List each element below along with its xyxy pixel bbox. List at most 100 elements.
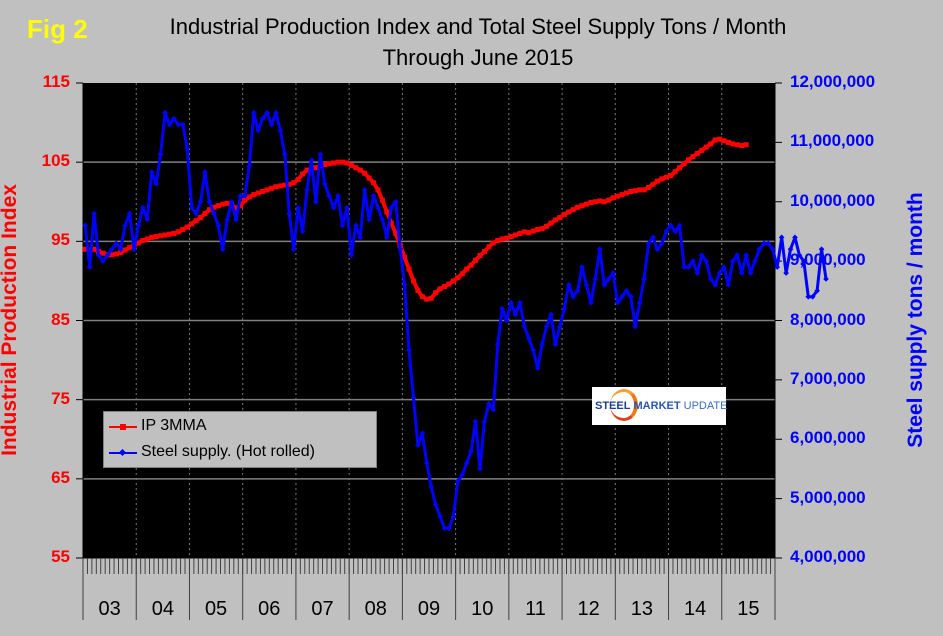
data-point-steel-supply <box>273 109 279 116</box>
data-point-ip-3mma <box>681 161 687 167</box>
data-point-ip-3mma <box>140 238 146 244</box>
data-point-ip-3mma <box>153 234 159 240</box>
data-point-steel-supply <box>379 216 386 223</box>
data-point-ip-3mma <box>646 185 652 190</box>
data-point-ip-3mma <box>499 236 505 242</box>
data-point-ip-3mma <box>419 294 425 300</box>
data-point-ip-3mma <box>530 228 536 234</box>
data-point-steel-supply <box>707 276 714 282</box>
data-point-ip-3mma <box>730 141 736 147</box>
data-point-steel-supply <box>250 109 257 116</box>
data-point-ip-3mma <box>433 290 439 296</box>
y-left-tick-label: 75 <box>51 388 70 408</box>
data-point-steel-supply <box>503 317 510 324</box>
data-point-steel-supply <box>330 204 337 211</box>
data-point-steel-supply <box>366 216 372 223</box>
data-point-ip-3mma <box>127 245 133 251</box>
data-point-steel-supply <box>175 121 182 128</box>
x-tick-label: 11 <box>525 598 546 620</box>
data-point-steel-supply <box>197 198 204 205</box>
y-left-tick-label: 85 <box>51 309 70 329</box>
data-point-steel-supply <box>628 293 634 300</box>
data-point-steel-supply <box>814 287 820 294</box>
chart-title: Industrial Production Index and Total St… <box>169 14 787 39</box>
data-point-steel-supply <box>517 299 523 306</box>
data-point-steel-supply <box>774 264 781 270</box>
data-point-steel-supply <box>601 282 608 288</box>
data-point-steel-supply <box>206 198 213 205</box>
data-point-ip-3mma <box>237 203 243 209</box>
data-point-ip-3mma <box>255 190 261 196</box>
data-point-steel-supply <box>122 222 128 229</box>
data-point-ip-3mma <box>82 246 88 252</box>
data-point-ip-3mma <box>606 197 612 203</box>
data-point-ip-3mma <box>570 207 576 213</box>
data-point-steel-supply <box>721 264 727 270</box>
data-point-ip-3mma <box>628 188 634 194</box>
x-tick-label: 08 <box>364 598 387 620</box>
data-point-steel-supply <box>242 192 248 199</box>
data-point-ip-3mma <box>224 200 230 206</box>
data-point-steel-supply <box>694 270 701 276</box>
data-point-steel-supply <box>286 210 293 217</box>
data-point-steel-supply <box>171 115 177 122</box>
data-point-ip-3mma <box>495 238 501 244</box>
data-point-steel-supply <box>792 234 798 241</box>
data-point-steel-supply <box>299 228 306 235</box>
data-point-steel-supply <box>494 341 501 348</box>
y-right-tick-label: 8,000,000 <box>790 309 866 329</box>
data-point-steel-supply <box>446 525 452 532</box>
data-point-steel-supply <box>179 121 186 128</box>
data-point-ip-3mma <box>654 178 660 184</box>
legend: IP 3MMA Steel supply. (Hot rolled) <box>103 411 377 468</box>
data-point-steel-supply <box>783 270 789 276</box>
data-point-steel-supply <box>384 234 390 241</box>
data-point-ip-3mma <box>615 193 621 199</box>
x-tick-label: 04 <box>151 598 174 620</box>
data-point-ip-3mma <box>442 283 448 289</box>
data-point-ip-3mma <box>353 165 359 171</box>
legend-label-steel: Steel supply. (Hot rolled) <box>141 443 315 460</box>
data-point-steel-supply <box>135 222 142 229</box>
data-point-steel-supply <box>423 460 430 466</box>
data-point-ip-3mma <box>544 223 550 229</box>
logo-text: STEEL MARKET UPDATE <box>595 400 728 412</box>
data-point-steel-supply <box>685 264 692 270</box>
data-point-steel-supply <box>91 210 97 217</box>
data-point-ip-3mma <box>286 181 292 187</box>
y-right-tick-label: 11,000,000 <box>790 131 875 151</box>
data-point-steel-supply <box>765 240 772 247</box>
data-point-ip-3mma <box>552 217 558 223</box>
x-tick-label: 10 <box>471 598 494 620</box>
data-point-ip-3mma <box>300 171 306 177</box>
data-point-steel-supply <box>650 234 656 241</box>
data-point-steel-supply <box>193 210 199 217</box>
data-point-ip-3mma <box>158 233 164 239</box>
data-point-ip-3mma <box>167 231 172 237</box>
data-point-steel-supply <box>455 477 461 484</box>
y-right-tick-label: 7,000,000 <box>790 368 866 388</box>
data-point-steel-supply <box>153 181 160 187</box>
x-tick-label: 05 <box>204 598 228 620</box>
data-point-ip-3mma <box>344 160 350 166</box>
data-point-steel-supply <box>734 252 741 259</box>
data-point-ip-3mma <box>393 230 399 236</box>
data-point-ip-3mma <box>282 182 288 188</box>
x-tick-label: 06 <box>258 598 281 620</box>
data-point-steel-supply <box>570 293 576 300</box>
data-point-steel-supply <box>525 335 532 342</box>
x-tick-label: 03 <box>98 598 121 620</box>
data-point-steel-supply <box>246 163 253 169</box>
legend-label-ip: IP 3MMA <box>141 417 207 434</box>
data-point-steel-supply <box>157 151 164 158</box>
data-point-steel-supply <box>215 222 222 229</box>
data-point-ip-3mma <box>459 271 465 277</box>
data-point-steel-supply <box>437 513 443 520</box>
data-point-steel-supply <box>277 127 284 134</box>
figure-label: Fig 2 <box>27 14 88 44</box>
data-point-ip-3mma <box>264 187 270 193</box>
data-point-steel-supply <box>654 246 661 253</box>
data-point-ip-3mma <box>162 232 168 238</box>
data-point-steel-supply <box>370 192 377 199</box>
data-point-ip-3mma <box>650 181 656 187</box>
